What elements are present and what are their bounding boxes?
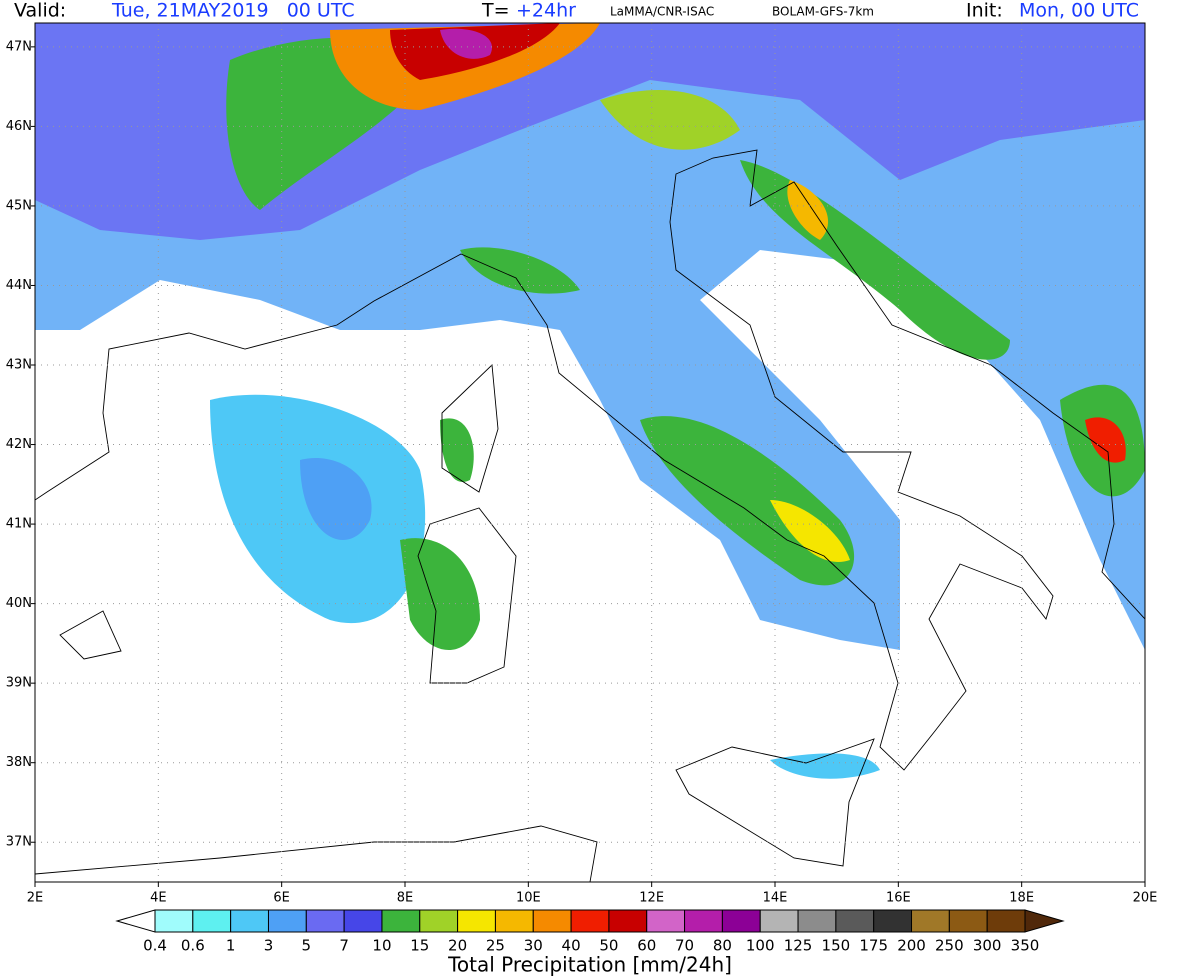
colorbar-box [192,909,232,933]
y-tick-label: 42N [6,437,32,452]
africa-coast [35,825,598,882]
colorbar-box [532,909,572,933]
colorbar-label: 0.6 [181,937,205,955]
rain-area [770,500,850,562]
x-tick-label: 16E [886,891,911,906]
colorbar-label: 40 [562,937,581,955]
colorbar-box [986,909,1026,933]
colorbar-label: 3 [264,937,274,955]
x-tick-label: 18E [1009,891,1034,906]
x-tick-label: 6E [273,891,290,906]
colorbar-label: 20 [448,937,467,955]
colorbar-label: 0.4 [143,937,167,955]
colorbar-box [494,909,534,933]
colorbar-box [305,909,345,933]
colorbar-box [911,909,950,933]
y-tick-label: 47N [6,39,32,54]
rain-area [770,753,880,779]
colorbar-label: 350 [1011,937,1040,955]
colorbar-label: 10 [372,937,391,955]
x-tick-label: 8E [397,891,414,906]
colorbar-title: Total Precipitation [mm/24h] [447,953,732,977]
colorbar-label: 100 [746,937,775,955]
colorbar-box [835,909,875,933]
colorbar-label: 5 [302,937,312,955]
colorbar-box [381,909,421,933]
y-tick-label: 44N [6,278,32,293]
colorbar-arrow [1024,909,1065,933]
valid-label: Valid: [14,0,66,22]
colorbar-label: 1 [226,937,236,955]
source: LaMMA/CNR-ISAC [610,5,714,19]
x-tick-label: 2E [27,891,44,906]
x-tick-label: 12E [639,891,664,906]
x-tick-label: 14E [763,891,788,906]
model: BOLAM-GFS-7km [772,5,874,19]
colorbar-arrow [115,909,156,933]
sicily [675,738,875,867]
y-tick-label: 39N [6,676,32,691]
colorbar-label: 30 [524,937,543,955]
precipitation-field [35,23,1145,779]
rain-area [400,538,480,650]
corsica [441,364,499,493]
coastline [35,149,1145,771]
colorbar-box [759,909,799,933]
map-frame [34,22,1146,883]
lead-label: T= [481,0,510,22]
y-tick-label: 46N [6,119,32,134]
colorbar-label: 70 [675,937,694,955]
colorbar-label: 7 [339,937,349,955]
y-tick-label: 37N [6,835,32,850]
y-tick-label: 43N [6,358,32,373]
x-tick-label: 4E [150,891,167,906]
colorbar-box [419,909,459,933]
colorbar-label: 15 [410,937,429,955]
colorbar-label: 125 [784,937,813,955]
colorbar-label: 300 [973,937,1002,955]
rain-area [1085,417,1126,463]
x-tick-label: 20E [1133,891,1158,906]
y-tick-label: 38N [6,755,32,770]
colorbar-label: 200 [897,937,926,955]
colorbar-box [797,909,837,933]
colorbar-box [457,909,496,933]
colorbar-box [343,909,383,933]
colorbar-label: 250 [935,937,964,955]
colorbar-box [267,909,307,933]
colorbar-label: 150 [822,937,851,955]
colorbar-box [948,909,988,933]
init-label: Init: [966,0,1003,22]
rain-area [787,180,829,240]
y-tick-label: 41N [6,517,32,532]
rain-area [440,28,492,59]
colorbar-box [646,909,686,933]
colorbar-label: 80 [713,937,732,955]
x-tick-label: 10E [516,891,541,906]
rain-area [440,418,474,482]
colorbar-box [721,909,761,933]
colorbar-label: 50 [599,937,618,955]
mallorca [59,610,122,660]
colorbar-box [230,909,269,933]
colorbar-box [154,909,194,933]
colorbar-box [873,909,913,933]
valid-time: Tue, 21MAY2019 00 UTC [111,0,355,22]
colorbar-box [608,909,648,933]
rain-area [300,458,372,540]
init-time: Mon, 00 UTC [1019,0,1139,22]
y-tick-label: 45N [6,198,32,213]
rain-area [460,247,580,294]
colorbar-box [570,909,610,933]
rain-area [600,90,740,150]
colorbar-label: 25 [486,937,505,955]
y-tick-label: 40N [6,596,32,611]
colorbar-label: 60 [637,937,656,955]
colorbar-label: 175 [859,937,888,955]
colorbar-box [684,909,723,933]
lead-time: +24hr [516,0,576,22]
